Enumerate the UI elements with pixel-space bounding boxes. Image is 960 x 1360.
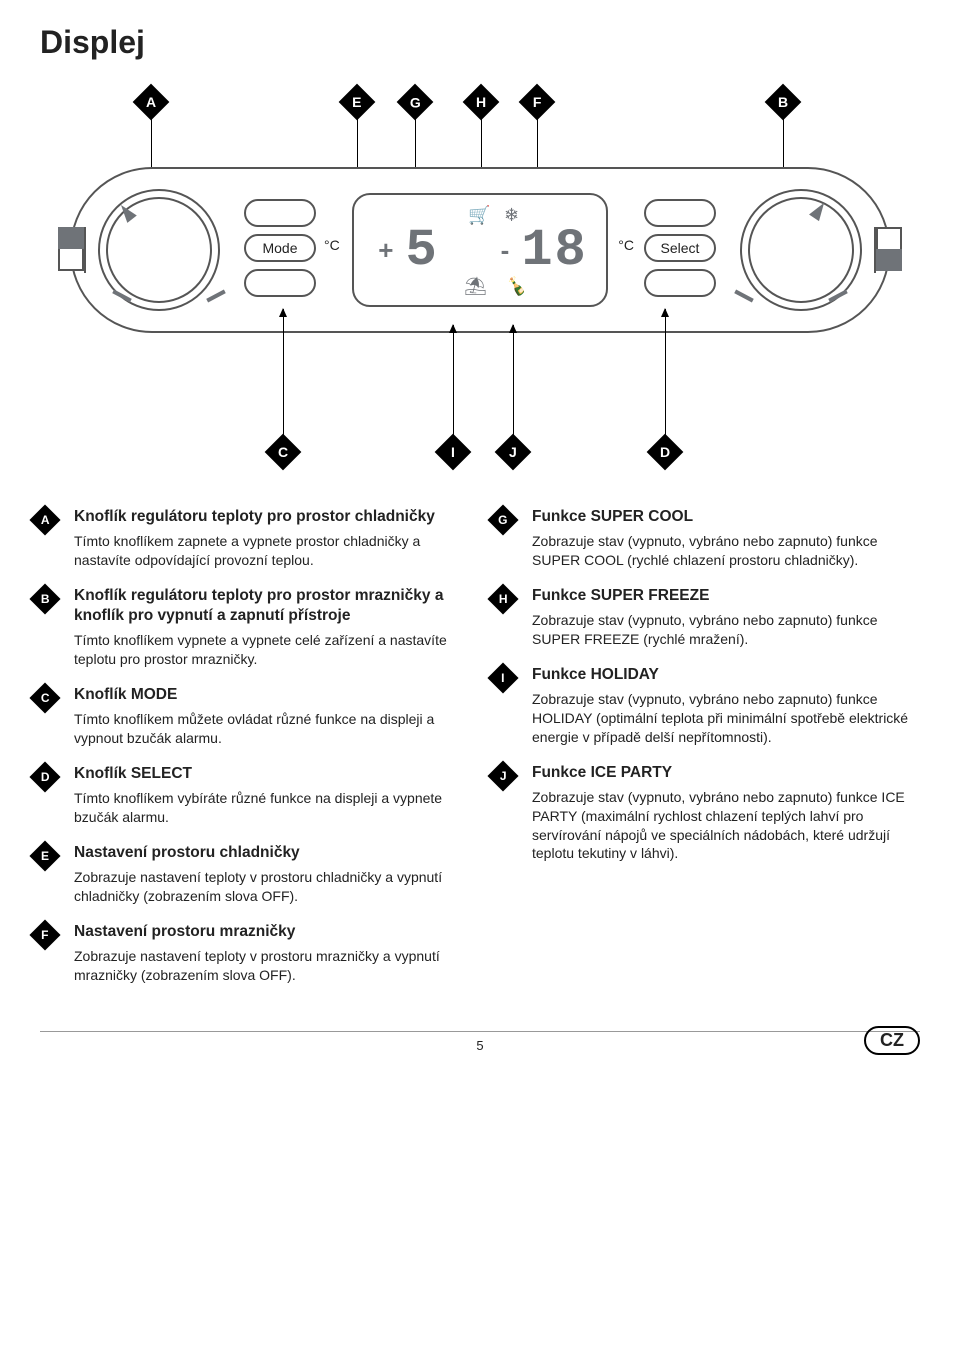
diamond-J-icon: J (487, 760, 518, 791)
footer: 5 CZ (40, 1031, 920, 1053)
diamond-A-icon: A (29, 504, 60, 535)
desc-body: Zobrazuje nastavení teploty v prostoru c… (74, 868, 462, 906)
desc-body: Tímto knoflíkem můžete ovládat různé fun… (74, 710, 462, 748)
desc-body: Zobrazuje stav (vypnuto, vybráno nebo za… (532, 532, 920, 570)
callout-E: E (339, 84, 376, 121)
lang-badge: CZ (864, 1026, 920, 1055)
mode-button-bot[interactable] (244, 269, 316, 297)
lcd-freezer-temp: 18 (521, 221, 587, 280)
left-column: AKnoflík regulátoru teploty pro prostor … (40, 507, 462, 1001)
select-button[interactable]: Select (644, 234, 716, 262)
callout-C: C (265, 434, 302, 471)
diamond-E-icon: E (29, 840, 60, 871)
desc-heading: Funkce SUPER FREEZE (532, 586, 920, 606)
right-flag (874, 227, 902, 273)
snowflake-icon: ❄ (504, 205, 519, 226)
desc-item-D: DKnoflík SELECTTímto knoflíkem vybíráte … (40, 764, 462, 827)
desc-heading: Nastavení prostoru chladničky (74, 843, 462, 863)
mode-button-top[interactable] (244, 199, 316, 227)
callout-D: D (647, 434, 684, 471)
diamond-I-icon: I (487, 662, 518, 693)
callout-J: J (495, 434, 532, 471)
diamond-D-icon: D (29, 761, 60, 792)
desc-heading: Funkce ICE PARTY (532, 763, 920, 783)
left-flag (58, 227, 86, 273)
desc-item-J: JFunkce ICE PARTYZobrazuje stav (vypnuto… (498, 763, 920, 864)
desc-body: Zobrazuje stav (vypnuto, vybráno nebo za… (532, 611, 920, 649)
desc-heading: Nastavení prostoru mrazničky (74, 922, 462, 942)
select-button-stack: Select (644, 199, 716, 304)
desc-item-I: IFunkce HOLIDAYZobrazuje stav (vypnuto, … (498, 665, 920, 747)
desc-body: Tímto knoflíkem vybíráte různé funkce na… (74, 789, 462, 827)
desc-item-H: HFunkce SUPER FREEZEZobrazuje stav (vypn… (498, 586, 920, 649)
diamond-H-icon: H (487, 583, 518, 614)
lcd-display: + 5 - 18 🛒 ❄ ⛱ 🍾 (352, 193, 608, 307)
desc-item-B: BKnoflík regulátoru teploty pro prostor … (40, 586, 462, 669)
page-title: Displej (40, 24, 920, 61)
desc-item-C: CKnoflík MODETímto knoflíkem můžete ovlá… (40, 685, 462, 748)
callout-I: I (435, 434, 472, 471)
desc-body: Zobrazuje stav (vypnuto, vybráno nebo za… (532, 690, 920, 747)
select-button-bot[interactable] (644, 269, 716, 297)
desc-body: Tímto knoflíkem zapnete a vypnete prosto… (74, 532, 462, 570)
diamond-F-icon: F (29, 919, 60, 950)
desc-item-F: FNastavení prostoru mrazničkyZobrazuje n… (40, 922, 462, 985)
mode-button[interactable]: Mode (244, 234, 316, 262)
diamond-B-icon: B (29, 583, 60, 614)
bottle-icon: 🍾 (504, 276, 526, 297)
right-column: GFunkce SUPER COOLZobrazuje stav (vypnut… (498, 507, 920, 1001)
control-panel-diagram: AEGHFB Mode °C Select °C (70, 89, 890, 479)
lcd-plus: + (378, 235, 393, 266)
desc-heading: Knoflík MODE (74, 685, 462, 705)
page-number: 5 (476, 1038, 483, 1053)
callout-G: G (397, 84, 434, 121)
desc-heading: Knoflík regulátoru teploty pro prostor c… (74, 507, 462, 527)
callout-A: A (133, 84, 170, 121)
desc-heading: Knoflík regulátoru teploty pro prostor m… (74, 586, 462, 626)
cart-icon: 🛒 (468, 205, 490, 226)
mode-button-stack: Mode (244, 199, 316, 304)
callout-H: H (463, 84, 500, 121)
lcd-fridge-temp: 5 (405, 221, 438, 280)
umbrella-icon: ⛱ (464, 276, 487, 297)
deg-c-right: °C (618, 237, 634, 253)
diamond-C-icon: C (29, 682, 60, 713)
desc-heading: Funkce SUPER COOL (532, 507, 920, 527)
desc-body: Tímto knoflíkem vypnete a vypnete celé z… (74, 631, 462, 669)
desc-heading: Funkce HOLIDAY (532, 665, 920, 685)
desc-item-G: GFunkce SUPER COOLZobrazuje stav (vypnut… (498, 507, 920, 570)
desc-body: Zobrazuje stav (vypnuto, vybráno nebo za… (532, 788, 920, 864)
diamond-G-icon: G (487, 504, 518, 535)
desc-item-E: ENastavení prostoru chladničkyZobrazuje … (40, 843, 462, 906)
select-button-top[interactable] (644, 199, 716, 227)
panel-outline: Mode °C Select °C + 5 - 18 🛒 ❄ ⛱ 🍾 (70, 167, 890, 333)
callout-B: B (765, 84, 802, 121)
lcd-minus: - (501, 235, 510, 266)
deg-c-left: °C (324, 237, 340, 253)
callout-F: F (519, 84, 556, 121)
desc-item-A: AKnoflík regulátoru teploty pro prostor … (40, 507, 462, 570)
desc-body: Zobrazuje nastavení teploty v prostoru m… (74, 947, 462, 985)
desc-heading: Knoflík SELECT (74, 764, 462, 784)
